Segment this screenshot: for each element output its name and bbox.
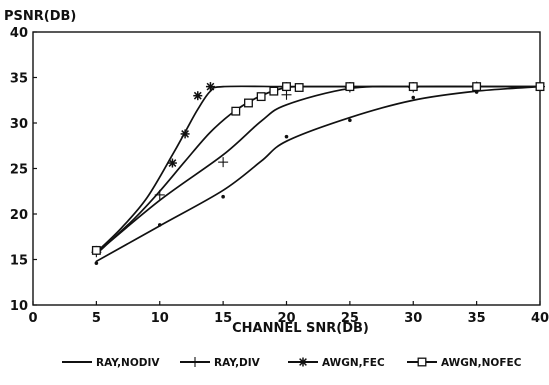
data-point-awgn-nofec [535, 82, 545, 92]
data-point-awgn-fec [180, 129, 190, 139]
legend-item-ray-nodiv: RAY,NODIV [62, 357, 160, 369]
legend-label: RAY,NODIV [96, 357, 160, 369]
data-point-awgn-fec [205, 82, 215, 92]
legend-item-awgn-fec: AWGN,FEC [288, 357, 385, 369]
data-point-ray-nodiv [474, 90, 479, 94]
data-point-ray-div [218, 157, 229, 168]
y-axis-label: PSNR(DB) [4, 9, 76, 24]
x-tick-label: 40 [531, 311, 549, 326]
data-point-awgn-nofec [282, 82, 291, 92]
x-tick-label: 30 [404, 311, 422, 326]
y-tick-label: 25 [10, 163, 28, 178]
data-point-ray-div [281, 89, 292, 100]
x-tick-label: 0 [28, 311, 37, 326]
data-point-awgn-nofec [294, 83, 304, 92]
legend-label: RAY,DIV [214, 357, 261, 369]
y-tick-label: 40 [10, 26, 28, 41]
series-line-ray-nodiv [95, 85, 541, 263]
y-tick-label: 10 [10, 299, 28, 314]
data-point-ray-nodiv [157, 223, 162, 227]
series-line-ray-div [95, 85, 541, 254]
x-tick-label: 35 [468, 311, 486, 326]
x-tick-label: 20 [277, 311, 295, 326]
y-tick-label: 30 [10, 117, 28, 132]
legend-item-awgn-nofec: AWGN,NOFEC [407, 357, 522, 369]
x-tick-label: 25 [341, 311, 359, 326]
x-tick-label: 5 [92, 311, 101, 326]
data-point-awgn-nofec [269, 86, 279, 96]
plot-frame [32, 31, 541, 306]
data-point-awgn-nofec [345, 82, 355, 92]
data-point-awgn-nofec [408, 82, 418, 92]
y-tick-label: 15 [10, 254, 28, 269]
data-point-ray-nodiv [221, 194, 225, 199]
y-tick-label: 20 [10, 208, 28, 223]
data-point-awgn-nofec [472, 82, 482, 92]
data-point-awgn-nofec [91, 245, 101, 255]
axes-layer: 0 5 10 15 20 25 30 35 40 10 15 20 25 30 35 40 PSNR(DB) CH… [4, 9, 549, 336]
data-point-awgn-nofec [256, 92, 266, 102]
legend-marker [417, 357, 427, 367]
series-line-awgn-fec [95, 85, 541, 254]
legend-label: AWGN,NOFEC [441, 357, 522, 369]
legend-marker [298, 357, 308, 367]
legend-marker [190, 357, 200, 367]
data-point-ray-nodiv [284, 134, 289, 139]
legend-label: AWGN,FEC [322, 357, 385, 369]
data-point-awgn-fec [167, 158, 177, 168]
legend-layer: RAY,NODIV RAY,DIV AWGN,FEC AWGN,NOFEC [62, 357, 522, 369]
data-point-awgn-nofec [231, 106, 241, 116]
data-point-awgn-nofec [244, 98, 253, 108]
series-layer [91, 81, 545, 265]
data-point-ray-nodiv [411, 95, 416, 100]
x-tick-label: 10 [151, 311, 169, 326]
x-axis-label: CHANNEL SNR(DB) [232, 321, 369, 336]
data-point-ray-nodiv [94, 261, 99, 265]
data-point-awgn-fec [193, 91, 203, 101]
x-tick-label: 15 [214, 311, 232, 326]
y-tick-label: 35 [10, 72, 28, 87]
data-point-ray-nodiv [348, 118, 352, 123]
legend-item-ray-div: RAY,DIV [180, 357, 261, 369]
